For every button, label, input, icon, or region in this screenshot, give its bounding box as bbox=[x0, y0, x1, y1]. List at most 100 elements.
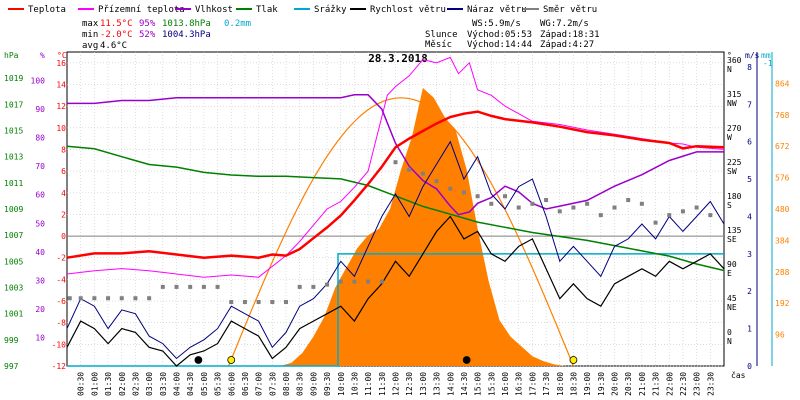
legend-label: Náraz větru bbox=[467, 5, 527, 15]
legend: Teplota Přízemní teplota Vlhkost Tlak Srážky… bbox=[8, 5, 597, 15]
stats-min-temp: -2.0°C bbox=[100, 30, 133, 40]
tick-pct: 80 bbox=[35, 134, 45, 143]
tick-hpa: 1013 bbox=[4, 153, 23, 162]
tick-pct: 50 bbox=[35, 219, 45, 228]
wind-direction-point bbox=[160, 284, 165, 289]
info-sunset: Západ:18:31 bbox=[540, 30, 600, 40]
chart-title: 28.3.2018 bbox=[368, 52, 428, 65]
series-vlhkost bbox=[67, 94, 724, 216]
sun-marker bbox=[227, 356, 236, 364]
wind-direction-point bbox=[530, 201, 535, 206]
series-layer bbox=[66, 56, 725, 367]
tick-wm2: 576 bbox=[775, 174, 790, 183]
wind-direction-point bbox=[612, 205, 617, 210]
tick-ms: 3 bbox=[747, 250, 752, 259]
wind-direction-point bbox=[215, 284, 220, 289]
wind-direction-point bbox=[229, 300, 234, 304]
tick-dir-cardinal: NE bbox=[727, 303, 737, 312]
tick-x: 05:00 bbox=[200, 372, 209, 396]
tick-x: 21:00 bbox=[638, 372, 647, 396]
tick-hpa: 1005 bbox=[4, 257, 23, 266]
legend-label: Přízemní teplota bbox=[98, 5, 185, 15]
stats-max-hum: 95% bbox=[139, 19, 156, 29]
plot-grid bbox=[66, 51, 725, 367]
tick-dir: 90 bbox=[727, 260, 737, 269]
sun-marker bbox=[569, 356, 578, 364]
tick-wm2: 768 bbox=[775, 111, 790, 120]
tick-dir-cardinal: E bbox=[727, 269, 732, 278]
tick-x: 07:00 bbox=[255, 372, 264, 396]
legend-label: Tlak bbox=[256, 5, 278, 15]
wind-direction-point bbox=[284, 300, 288, 304]
axes: hPa% °C9979991001100310051007100910111013… bbox=[4, 51, 790, 396]
stats-panel: max 11.5°C 95% 1013.8hPa 0.2mm min -2.0°… bbox=[82, 19, 251, 51]
tick-ms: 2 bbox=[747, 287, 752, 296]
tick-wm2: 96 bbox=[775, 331, 785, 340]
tick-x: 13:00 bbox=[419, 372, 428, 396]
tick-x: 03:00 bbox=[145, 372, 154, 396]
tick-x: 22:00 bbox=[665, 372, 674, 396]
wind-direction-point bbox=[174, 284, 179, 289]
tick-pct: 30 bbox=[35, 276, 45, 285]
tick-wm2: 480 bbox=[775, 205, 790, 214]
series-sr-ky bbox=[67, 253, 724, 367]
wind-direction-point bbox=[598, 213, 603, 218]
axis-degc-label: °C bbox=[57, 51, 67, 60]
tick-degc: -6 bbox=[56, 297, 66, 306]
wind-direction-point bbox=[434, 179, 439, 184]
tick-x: 04:30 bbox=[186, 372, 195, 396]
tick-hpa: 997 bbox=[4, 362, 19, 371]
info-panel: WS:5.9m/s WG:7.2m/s Slunce Východ:05:53 … bbox=[425, 19, 600, 50]
tick-degc: -4 bbox=[56, 275, 66, 284]
tick-hpa: 1003 bbox=[4, 284, 23, 293]
wind-direction-point bbox=[379, 279, 384, 284]
tick-x: 20:00 bbox=[611, 372, 620, 396]
stats-max-press: 1013.8hPa bbox=[162, 19, 211, 29]
tick-dir: 0 bbox=[727, 328, 732, 337]
wind-direction-point bbox=[352, 279, 357, 284]
wind-direction-point bbox=[366, 279, 371, 284]
tick-degc: 10 bbox=[56, 124, 66, 133]
tick-degc: 14 bbox=[56, 80, 66, 89]
tick-degc: -8 bbox=[56, 319, 66, 328]
tick-x: 16:00 bbox=[501, 372, 510, 396]
tick-dir-cardinal: W bbox=[727, 133, 732, 142]
tick-x: 02:00 bbox=[118, 372, 127, 396]
stats-max-temp: 11.5°C bbox=[100, 19, 133, 29]
tick-x: 06:00 bbox=[227, 372, 236, 396]
legend-label: Teplota bbox=[28, 5, 66, 15]
wind-direction-point bbox=[653, 220, 658, 225]
axis-pct-label: % bbox=[40, 51, 45, 60]
tick-dir: 135 bbox=[727, 226, 742, 235]
wind-direction-point bbox=[201, 284, 206, 289]
wind-direction-point bbox=[516, 205, 521, 210]
stats-avg-label: avg bbox=[82, 41, 98, 51]
tick-x: 04:00 bbox=[173, 372, 182, 396]
wind-direction-point bbox=[639, 201, 644, 206]
tick-dir-cardinal: NW bbox=[727, 99, 737, 108]
axis-dir-label: ° bbox=[727, 51, 732, 60]
tick-x: 16:30 bbox=[515, 372, 524, 396]
tick-ms: 6 bbox=[747, 138, 752, 147]
tick-dir: 360 bbox=[727, 56, 742, 65]
wind-direction-point bbox=[147, 296, 152, 301]
tick-x: 18:00 bbox=[556, 372, 565, 396]
tick-x: 13:30 bbox=[433, 372, 442, 396]
info-ws: WS:5.9m/s bbox=[472, 19, 521, 29]
wind-direction-point bbox=[489, 201, 494, 206]
wind-direction-point bbox=[448, 186, 453, 191]
tick-x: 03:30 bbox=[159, 372, 168, 396]
axis-hpa-label: hPa bbox=[4, 51, 19, 60]
tick-dir-cardinal: N bbox=[727, 65, 732, 74]
tick-dir: 315 bbox=[727, 90, 742, 99]
tick-dir-cardinal: SE bbox=[727, 235, 737, 244]
wind-direction-point bbox=[188, 284, 193, 289]
tick-hpa: 1007 bbox=[4, 231, 23, 240]
tick-x: 19:00 bbox=[583, 372, 592, 396]
tick-pct: 60 bbox=[35, 191, 45, 200]
tick-x: 10:30 bbox=[350, 372, 359, 396]
legend-label: Srážky bbox=[314, 5, 347, 15]
wind-direction-point bbox=[338, 279, 343, 284]
tick-x: 21:30 bbox=[652, 372, 661, 396]
stats-max-rain: 0.2mm bbox=[224, 19, 251, 29]
